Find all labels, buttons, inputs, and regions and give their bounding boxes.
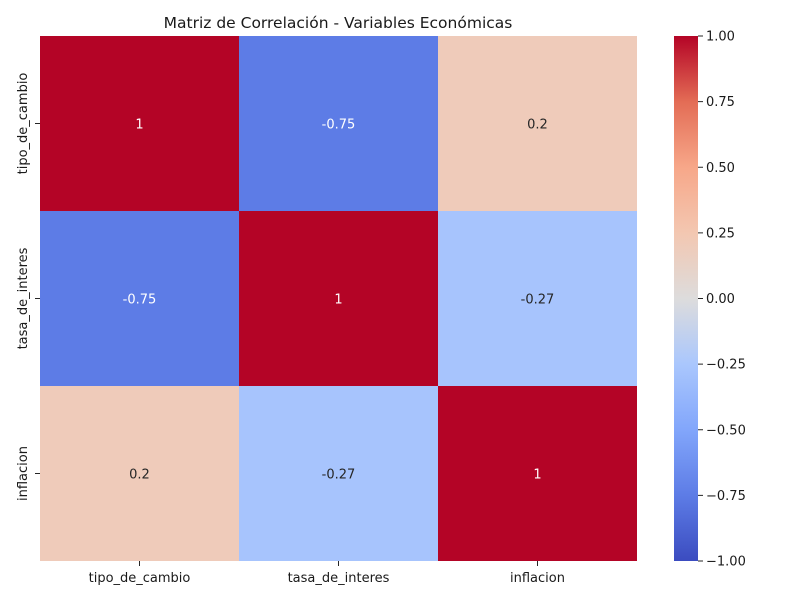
heatmap-cell: [438, 36, 637, 211]
cell-annotation: 0.2: [129, 468, 150, 483]
y-tick-label: tasa_de_interes: [16, 247, 31, 349]
x-tick-label: tasa_de_interes: [288, 571, 390, 586]
heatmap-cells: 1 -0.75 0.2 -0.75 1 -0.27 0.2 -0.27 1: [40, 36, 637, 561]
colorbar: −1.00 −0.75 −0.50 −0.25 0.00 0.25 0.50 0.75 1.00: [674, 30, 746, 570]
colorbar-tick-label: −0.50: [706, 423, 746, 438]
heatmap-cell: [239, 36, 438, 211]
heatmap-cell: [438, 386, 637, 561]
heatmap-cell: [438, 211, 637, 386]
colorbar-tick-label: −0.25: [706, 358, 746, 373]
cell-annotation: 0.2: [527, 118, 548, 133]
colorbar-tick-label: 1.00: [706, 30, 735, 45]
y-tick-label: inflacion: [16, 446, 31, 501]
x-tick-label: tipo_de_cambio: [89, 571, 191, 586]
x-tick-label: inflacion: [510, 571, 565, 586]
cell-annotation: -0.75: [123, 293, 157, 308]
heatmap-cell: [40, 36, 239, 211]
heatmap-axes: tipo_de_cambio tasa_de_interes inflacion ti…: [16, 73, 565, 586]
cell-annotation: -0.75: [322, 118, 356, 133]
cell-annotation: 1: [533, 468, 541, 483]
colorbar-tick-label: −0.75: [706, 489, 746, 504]
cell-annotation: -0.27: [322, 468, 356, 483]
colorbar-tick-label: 0.00: [706, 292, 735, 307]
colorbar-tick-label: 0.25: [706, 226, 735, 241]
colorbar-gradient: [674, 36, 698, 561]
colorbar-tick-label: −1.00: [706, 555, 746, 570]
heatmap-cell: [40, 211, 239, 386]
cell-annotation: 1: [334, 293, 342, 308]
colorbar-tick-label: 0.75: [706, 95, 735, 110]
colorbar-tick-label: 0.50: [706, 161, 735, 176]
cell-annotation: -0.27: [521, 293, 555, 308]
chart-title: Matriz de Correlación - Variables Económ…: [164, 14, 513, 32]
cell-annotation: 1: [135, 118, 143, 133]
heatmap-cell: [239, 386, 438, 561]
heatmap-cell: [239, 211, 438, 386]
y-tick-label: tipo_de_cambio: [16, 73, 31, 175]
heatmap-cell: [40, 386, 239, 561]
